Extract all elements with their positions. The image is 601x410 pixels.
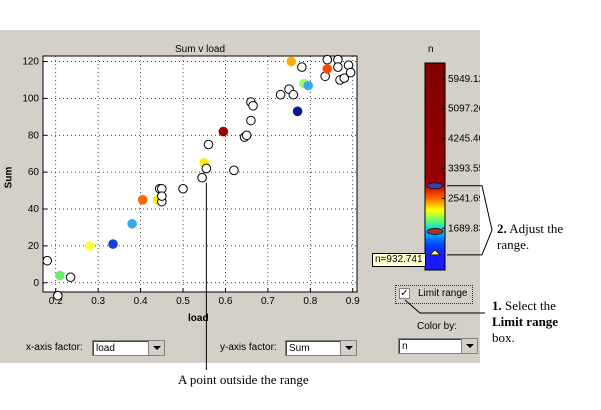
data-point-outside <box>241 130 252 141</box>
adjust-range-bracket <box>447 185 493 256</box>
data-point-colored <box>286 56 297 67</box>
x-tick-label: 0.3 <box>91 296 105 307</box>
colorbar-mid-handle[interactable] <box>426 228 444 235</box>
y-axis-factor-label: y-axis factor: <box>220 342 277 353</box>
x-tick-label: 0.4 <box>134 296 148 307</box>
y-tick-label: 60 <box>28 167 40 178</box>
annotation-outside-range: A point outside the range <box>178 372 309 387</box>
annotation-select-bold: Limit range <box>492 314 559 329</box>
colorbar-title: n <box>428 44 434 55</box>
colorbar-tooltip: n=932.741 <box>372 253 426 267</box>
y-tick-label: 80 <box>28 130 40 141</box>
x-tick-label: 0.9 <box>346 296 360 307</box>
data-point-outside <box>65 272 76 283</box>
select-limit-pointer <box>404 299 485 314</box>
data-point-colored <box>137 195 148 205</box>
y-tick-label: 40 <box>28 204 40 215</box>
data-point-colored <box>303 80 314 91</box>
data-point-colored <box>55 270 65 281</box>
colorbar-tick-label: 5949.12 <box>448 74 485 85</box>
data-point-colored <box>108 239 118 249</box>
colorbar-tick-label: 3393.55 <box>448 163 485 174</box>
colorbar-tick-label: 1689.83 <box>448 223 485 234</box>
data-point-outside <box>157 191 167 201</box>
data-point-outside <box>53 290 63 301</box>
limit-range-label[interactable]: Limit range <box>418 288 468 299</box>
color-by-label: Color by: <box>417 321 458 332</box>
chevron-down-icon <box>461 339 477 353</box>
chevron-down-icon <box>340 341 356 355</box>
colorbar-lower-handle[interactable] <box>429 249 441 256</box>
y-axis-factor-value: Sum <box>289 343 310 354</box>
y-axis-factor-dropdown[interactable]: Sum <box>285 340 357 356</box>
y-tick-label: 20 <box>28 241 40 252</box>
limit-range-checkbox[interactable]: ✓ <box>399 288 410 299</box>
colorbar-tick-label: 2541.69 <box>448 193 485 204</box>
data-point-colored <box>322 64 333 74</box>
colorbar-tick-label: 4245.40 <box>448 134 485 145</box>
data-point-outside <box>203 139 214 150</box>
data-point-outside <box>229 165 239 176</box>
annotation-select-text2: box. <box>492 330 515 345</box>
data-point-outside <box>197 172 207 183</box>
y-tick-label: 100 <box>22 93 39 104</box>
data-point-colored <box>84 241 95 251</box>
annotation-select-limit: 1. Select the Limit range box. <box>492 298 558 346</box>
data-point-outside <box>339 73 350 83</box>
data-point-outside <box>333 62 343 72</box>
data-point-colored <box>218 126 229 137</box>
data-point-outside <box>178 183 188 194</box>
data-point-outside <box>297 62 307 72</box>
panel-edge-mask <box>480 30 601 280</box>
data-point-outside <box>248 100 258 111</box>
data-point-outside <box>246 115 256 126</box>
chevron-down-icon <box>148 341 164 355</box>
limit-range-focus-box <box>395 285 473 304</box>
color-by-value: n <box>402 341 408 352</box>
data-point-outside <box>275 89 286 100</box>
data-point-outside <box>288 89 299 100</box>
annotation-adjust-range: 2. Adjust the range. <box>497 221 563 253</box>
x-axis-factor-label: x-axis factor: <box>26 342 83 353</box>
colorbar-upper-handle[interactable] <box>426 182 444 190</box>
color-by-dropdown[interactable]: n <box>398 338 478 354</box>
y-tick-label: 0 <box>33 278 39 289</box>
annotation-select-number: 1. <box>492 298 502 313</box>
x-tick-label: 0.2 <box>49 296 63 307</box>
y-axis-label: Sum <box>3 166 15 189</box>
colorbar-tick-label: 5097.26 <box>448 104 485 115</box>
x-tick-label: 0.7 <box>261 296 275 307</box>
x-tick-label: 0.5 <box>176 296 190 307</box>
y-tick-label: 120 <box>22 57 39 68</box>
annotation-select-text: Select the <box>505 298 556 313</box>
x-axis-factor-dropdown[interactable]: load <box>92 340 165 356</box>
x-axis-factor-value: load <box>96 343 115 354</box>
annotation-adjust-text2: range. <box>497 237 530 252</box>
data-point-outside <box>42 255 53 266</box>
data-point-outside <box>322 54 333 65</box>
data-point-colored <box>292 106 303 117</box>
data-point-colored <box>127 218 137 229</box>
x-tick-label: 0.6 <box>219 296 233 307</box>
data-point-outside <box>345 67 356 78</box>
data-point-outside <box>201 163 212 174</box>
colorbar <box>424 62 446 271</box>
annotation-adjust-text: Adjust the <box>509 221 564 236</box>
x-tick-label: 0.8 <box>303 296 317 307</box>
x-axis-label: load <box>188 313 209 324</box>
chart-title: Sum v load <box>175 44 226 55</box>
annotation-adjust-number: 2. <box>497 221 507 236</box>
